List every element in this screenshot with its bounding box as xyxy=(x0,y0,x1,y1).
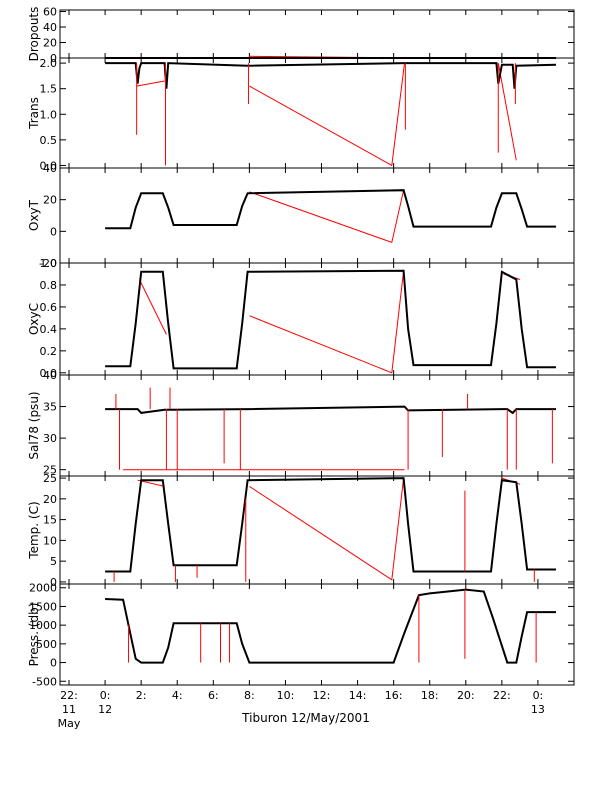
y-tick-label: 20 xyxy=(43,194,57,207)
y-tick-label: 0 xyxy=(50,52,57,65)
y-tick-label: 0 xyxy=(50,657,57,670)
y-tick-label: 0.2 xyxy=(40,345,58,358)
y-tick-label: 40 xyxy=(43,21,57,34)
measured-line xyxy=(105,269,556,370)
panel-2: -20 0 20 40 OxyT xyxy=(27,162,575,270)
x-tick-label: 12: xyxy=(313,689,331,702)
y-tick-label: 60 xyxy=(43,6,57,19)
y-tick-label: -20 xyxy=(39,257,57,270)
x-tick-label: 4: xyxy=(172,689,183,702)
panel-ylabel: Dropouts xyxy=(27,7,41,62)
x-tick-label: 22: xyxy=(60,689,78,702)
x-tick-label: 8: xyxy=(244,689,255,702)
y-tick-label: 2000 xyxy=(29,582,57,595)
y-tick-label: 1.0 xyxy=(40,108,58,121)
x-tick-label: 0: xyxy=(100,689,111,702)
panel-ylabel: Sal78 (psu) xyxy=(27,391,41,459)
panel-3: 0.0 0.2 0.4 0.6 0.8 1.0 OxyC xyxy=(27,257,575,380)
y-tick-label: 40 xyxy=(43,162,57,175)
measured-line xyxy=(105,62,557,89)
y-tick-label: 0.8 xyxy=(40,279,58,292)
y-tick-label: 1.0 xyxy=(40,257,58,270)
panel-ylabel: Temp. (C) xyxy=(27,501,41,559)
measured-line xyxy=(105,477,556,573)
y-tick-label: 0 xyxy=(50,225,57,238)
y-tick-label: 20 xyxy=(43,493,57,506)
y-tick-label: -500 xyxy=(32,675,57,688)
interpolated-line xyxy=(136,80,165,87)
panel-ylabel: Trans xyxy=(27,97,41,130)
x-tick-label: 11 xyxy=(62,703,76,716)
x-tick-label: 6: xyxy=(208,689,219,702)
x-tick-label: 0: xyxy=(533,689,544,702)
x-tick-label: 14: xyxy=(349,689,367,702)
x-tick-label: 20: xyxy=(457,689,475,702)
y-tick-label: 2.0 xyxy=(40,57,58,70)
y-tick-label: 1500 xyxy=(29,600,57,613)
x-tick-label: May xyxy=(58,717,81,730)
y-tick-label: 1.5 xyxy=(40,83,58,96)
x-tick-label: 22: xyxy=(493,689,511,702)
interpolated-line xyxy=(249,63,405,167)
panel-ylabel: Press. (db) xyxy=(27,603,41,667)
y-tick-label: 0.5 xyxy=(40,134,58,147)
y-tick-label: 15 xyxy=(43,514,57,527)
interpolated-line xyxy=(249,478,405,581)
x-axis-label: Tiburon 12/May/2001 xyxy=(241,711,370,725)
y-tick-label: 25 xyxy=(43,472,57,485)
y-tick-label: 500 xyxy=(36,638,57,651)
x-tick-label: 16: xyxy=(385,689,403,702)
x-tick-label: 10: xyxy=(277,689,295,702)
y-tick-label: 20 xyxy=(43,37,57,50)
panel-frame xyxy=(59,583,575,686)
panel-ylabel: OxyT xyxy=(27,199,41,231)
interpolated-line xyxy=(249,190,405,244)
measured-line xyxy=(105,588,556,664)
measured-line xyxy=(105,405,556,415)
interpolated-line xyxy=(137,479,165,487)
x-tick-label: 12 xyxy=(98,703,112,716)
y-tick-label: 40 xyxy=(43,369,57,382)
interpolated-line xyxy=(497,63,517,161)
measured-line xyxy=(105,189,556,230)
y-tick-label: 0.0 xyxy=(40,159,58,172)
chart-panels: 0204060Dropouts0.00.51.01.52.0Trans-2002… xyxy=(27,6,575,688)
y-tick-label: 0.4 xyxy=(40,323,58,336)
x-tick-label: 18: xyxy=(421,689,439,702)
y-tick-label: 0.0 xyxy=(40,367,58,380)
y-tick-label: 0 xyxy=(50,576,57,589)
x-tick-label: 2: xyxy=(136,689,147,702)
panel-ylabel: OxyC xyxy=(27,303,41,335)
interpolated-line xyxy=(249,270,405,374)
y-tick-label: 5 xyxy=(50,555,57,568)
interpolated-line xyxy=(138,279,167,335)
y-tick-label: 30 xyxy=(43,432,57,445)
y-tick-label: 10 xyxy=(43,534,57,547)
y-tick-label: 35 xyxy=(43,401,57,414)
y-tick-label: 0.6 xyxy=(40,301,58,314)
panel-6: -500 0 500 1000 1500 2000 Press. (db) xyxy=(27,582,575,688)
x-tick-label: 13 xyxy=(531,703,545,716)
y-tick-label: 1000 xyxy=(29,619,57,632)
panel-5: 0 5 10 15 20 25 Temp. (C) xyxy=(27,472,575,589)
y-tick-label: 25 xyxy=(43,464,57,477)
